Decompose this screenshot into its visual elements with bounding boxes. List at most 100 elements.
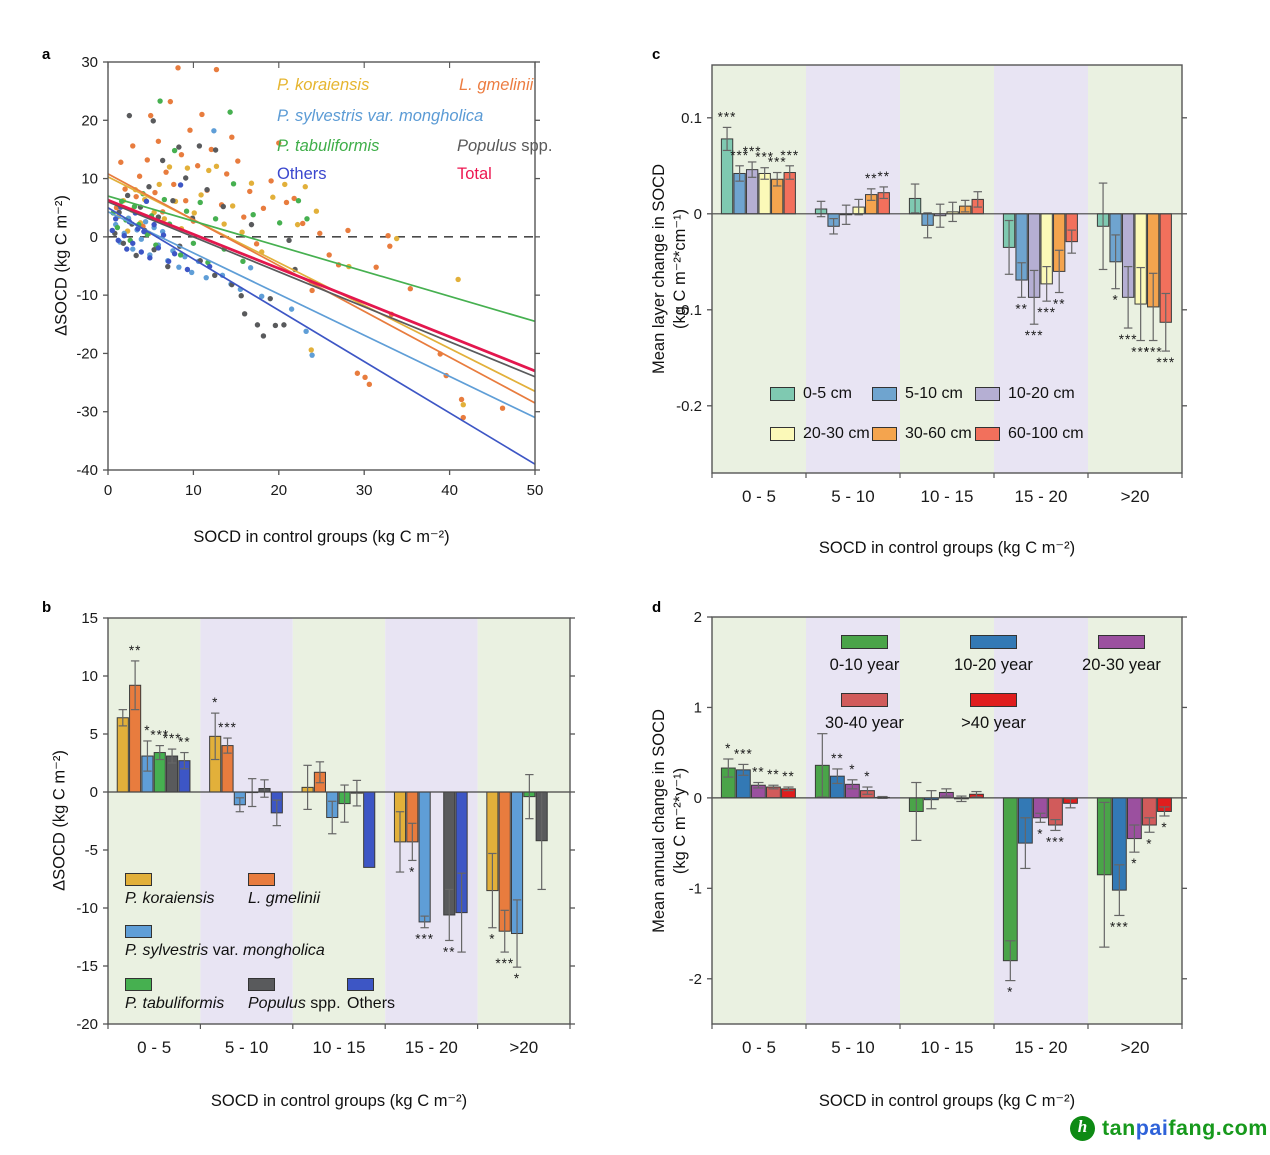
x-axis: 0 10 20 30 40 50 [104,62,543,499]
x-category-label: 0 - 5 [742,1038,776,1057]
series-20-30-year: ** *** [750,762,1142,871]
x-axis: 0 - 5 5 - 10 10 - 15 15 - 20 >20 [107,1024,571,1057]
panel-d-ylabel: Mean annual change in SOCD (kg C m⁻²*y⁻¹… [650,709,689,933]
significance-stars: * [849,762,855,777]
x-tick-label: 10 [185,482,202,499]
significance-stars: ** [831,751,844,766]
y-tick-label: 0.1 [681,110,702,127]
y-tick-label: -30 [76,404,98,421]
panel-b-plot: **************************151050-5-10-15… [76,610,575,1057]
significance-stars: *** [150,728,169,743]
data-point [183,198,189,204]
data-point [373,264,379,270]
x-category-label: 15 - 20 [1015,487,1068,506]
data-point [167,98,174,105]
data-point [144,157,150,163]
data-point [151,221,157,228]
x-category-label: 10 - 15 [313,1038,366,1057]
significance-stars: *** [743,144,762,159]
significance-stars: *** [718,109,737,124]
data-point [191,210,197,216]
data-point [240,258,246,265]
data-point [160,232,167,238]
series-10-20-year: *** ***** [734,746,1128,934]
significance-stars: *** [415,932,434,947]
data-point [206,167,212,174]
series-10-20-cm: ****** *** [743,144,1137,347]
data-point [230,181,237,187]
y-tick-label: 15 [81,610,98,627]
data-point [300,220,306,227]
significance-stars: ** [1053,297,1066,312]
data-point [385,232,391,239]
y-tick-label: 0 [694,206,702,223]
y-tick-label: 0 [90,784,98,801]
data-point [184,165,191,171]
y-axis-ticks: 2 1 0 -1 -2 [689,609,1187,988]
trend-line [107,201,536,378]
panel-c: c *** *** ** * *** *** *** *** *** *** *** ** ** *** *… [640,35,1260,585]
panel-d-xlabel: SOCD in control groups (kg C m⁻²) [818,1092,1076,1110]
data-point [253,241,260,247]
x-category-label: 5 - 10 [831,487,874,506]
data-point [130,143,136,149]
significance-stars: * [1131,856,1137,871]
data-point [194,163,201,169]
data-point [138,249,145,255]
data-point [229,134,235,140]
y-tick-label: -15 [76,958,98,975]
panel-a-letter: a [42,46,51,63]
bar [1002,797,1018,962]
data-point [235,158,241,164]
data-point [159,157,166,164]
data-point [183,175,189,181]
x-category-label: 0 - 5 [742,487,776,506]
series-l-gmelinii: ********* [129,643,513,971]
data-point [175,65,181,71]
significance-stars: * [1037,826,1043,841]
data-point [308,347,314,353]
data-point [131,203,138,210]
trend-line [107,206,536,465]
series-60-100-cm: ******** [780,148,1175,370]
data-point [177,182,184,188]
data-point [148,112,154,119]
data-point [241,214,247,220]
data-point [276,140,282,146]
y-tick-label: -10 [76,900,98,917]
data-point [387,243,393,249]
data-point [190,240,197,246]
significance-stars: *** [755,150,774,165]
significance-stars: *** [1144,345,1163,360]
data-point [171,251,178,257]
data-point [354,370,361,376]
significance-stars: *** [780,148,799,163]
data-point [152,189,158,196]
data-point [112,216,119,222]
data-point [220,203,226,210]
panel-a-plot: -40 -30 -20 -10 0 10 20 30 0 10 20 30 40 50 [76,54,543,499]
data-point [260,333,267,339]
data-point [171,147,178,154]
trend-line [107,211,536,419]
data-point [213,163,220,170]
data-point [109,227,115,234]
data-point [362,374,368,381]
significance-stars: ** [782,769,795,784]
panel-a: a -40 -30 -20 -10 0 10 20 30 0 10 20 30 40 50 P. kora… [30,35,605,585]
significance-stars: *** [1156,355,1175,370]
panel-b-letter: b [42,599,52,616]
y-axis-ticks: 0.1 0 -0.1 -0.2 [676,110,1187,415]
data-point [130,240,136,246]
data-point [114,224,121,231]
panel-c-letter: c [652,46,661,63]
data-point [161,196,168,203]
data-point [121,232,127,239]
data-point [142,219,149,225]
data-point [118,159,124,165]
watermark-link[interactable]: h tanpaifang.com [1070,1116,1268,1141]
data-point [124,192,131,199]
